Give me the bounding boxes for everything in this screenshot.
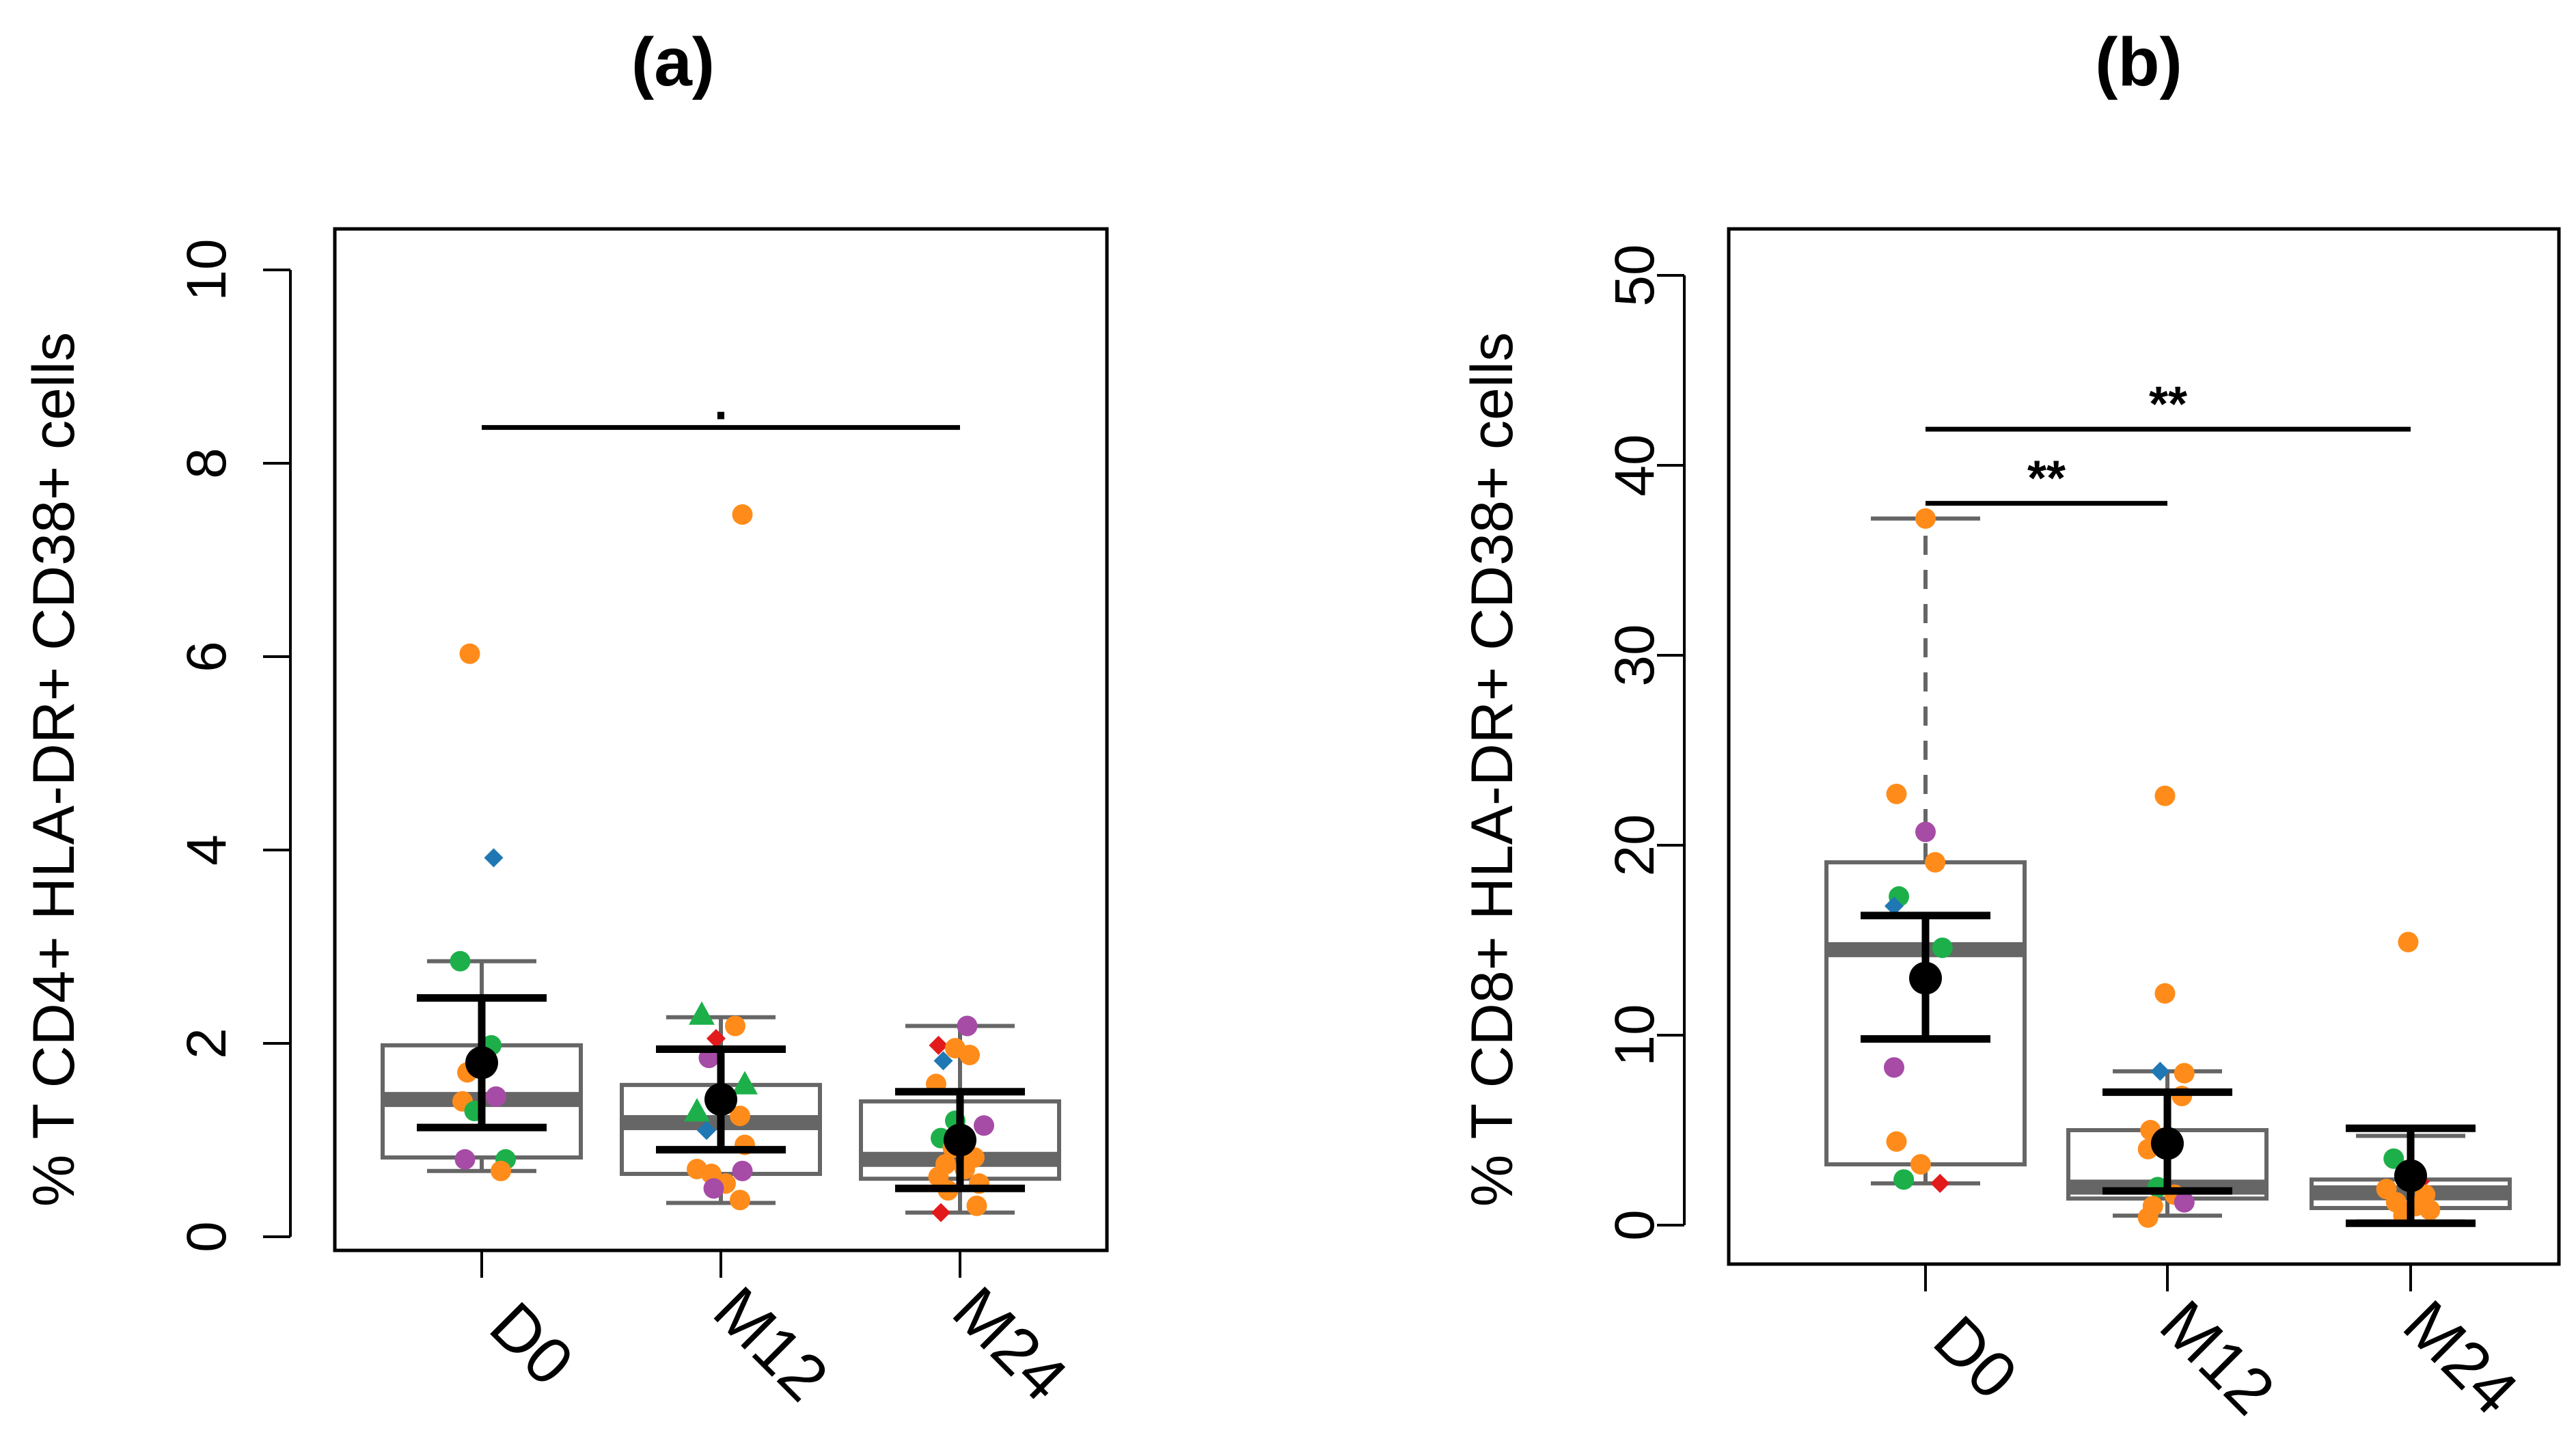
y-tick-label: 2: [176, 1028, 238, 1059]
mean-point: [465, 1046, 498, 1080]
y-axis-label: % T CD4+ HLA-DR+ CD38+ cells: [21, 332, 87, 1207]
mean-point: [944, 1123, 976, 1157]
y-tick-label: 20: [1604, 814, 1666, 876]
data-point: [2137, 1207, 2159, 1228]
data-point: [2383, 1148, 2404, 1169]
data-point: [931, 1203, 950, 1222]
y-tick-label: 6: [176, 641, 238, 672]
y-tick-label: 50: [1604, 244, 1666, 306]
significance-label: .: [714, 376, 728, 430]
data-point: [1886, 1131, 1907, 1152]
y-tick-label: 0: [176, 1221, 238, 1252]
y-tick-label: 40: [1604, 434, 1666, 496]
significance-label: **: [2149, 377, 2187, 432]
data-point: [1932, 937, 1953, 959]
y-tick-label: 0: [1604, 1209, 1666, 1241]
data-point: [2398, 931, 2419, 953]
data-point: [974, 1115, 994, 1136]
y-tick-label: 4: [176, 834, 238, 866]
data-point: [1893, 1169, 1915, 1190]
data-point: [730, 1190, 750, 1211]
data-point: [732, 1160, 753, 1181]
y-tick-label: 10: [176, 238, 238, 301]
y-tick-label: 10: [1604, 1004, 1666, 1066]
data-point: [2150, 1061, 2170, 1081]
data-point: [725, 1015, 745, 1037]
data-point: [689, 1001, 715, 1025]
data-point: [1910, 1154, 1931, 1175]
data-point: [1915, 821, 1936, 842]
y-tick-label: 30: [1604, 624, 1666, 686]
x-tick-label: M24: [2389, 1287, 2532, 1429]
panel-title: (b): [2095, 24, 2182, 100]
data-point: [2420, 1199, 2441, 1220]
x-tick-label: M12: [700, 1273, 842, 1415]
panel-a-cd4: (a) 0 2 4 6 8 10 % T CD4+ HLA-DR+ CD38+ cells D0…: [21, 24, 1109, 1415]
data-point: [929, 1035, 948, 1055]
data-point: [1886, 783, 1907, 804]
data-point: [491, 1160, 511, 1181]
panel-b-cd8: (b) 0 10 20 30 40 50 % T CD8+ HLA-DR+ CD38+ cel…: [1460, 24, 2561, 1429]
x-tick-label: D0: [476, 1289, 587, 1399]
mean-point: [704, 1083, 737, 1116]
data-point: [703, 1178, 724, 1199]
data-point: [2174, 1063, 2195, 1084]
y-tick-label: 8: [176, 448, 238, 479]
data-point: [959, 1044, 980, 1065]
data-point: [450, 950, 471, 972]
y-axis-label: % T CD8+ HLA-DR+ CD38+ cells: [1460, 332, 1525, 1207]
data-point: [2154, 785, 2176, 806]
data-point: [1883, 1057, 1904, 1078]
significance-label: **: [2027, 452, 2066, 506]
data-point: [697, 1121, 716, 1140]
data-point: [1925, 852, 1946, 873]
data-point: [730, 1106, 750, 1127]
data-point: [454, 1149, 476, 1170]
data-point: [2174, 1192, 2195, 1213]
data-point: [957, 1015, 978, 1037]
data-point: [707, 1028, 726, 1048]
x-tick-label: M24: [939, 1273, 1081, 1415]
plot-frame: [1727, 227, 2561, 1266]
mean-point: [1909, 961, 1942, 995]
data-point: [732, 504, 753, 525]
data-point: [2154, 983, 2176, 1004]
data-point: [732, 1071, 758, 1095]
data-point: [484, 848, 504, 868]
panel-title: (a): [631, 24, 715, 100]
x-tick-label: D0: [1920, 1302, 2031, 1413]
data-point: [966, 1195, 987, 1216]
data-point: [684, 1098, 710, 1122]
data-point: [1915, 508, 1936, 529]
data-point: [486, 1086, 506, 1107]
mean-point: [2394, 1159, 2427, 1192]
mean-point: [2151, 1127, 2184, 1160]
data-point: [1930, 1173, 1950, 1193]
data-point: [933, 1051, 953, 1071]
data-point: [1884, 896, 1904, 916]
x-tick-label: M12: [2146, 1287, 2288, 1429]
data-point: [459, 643, 480, 664]
